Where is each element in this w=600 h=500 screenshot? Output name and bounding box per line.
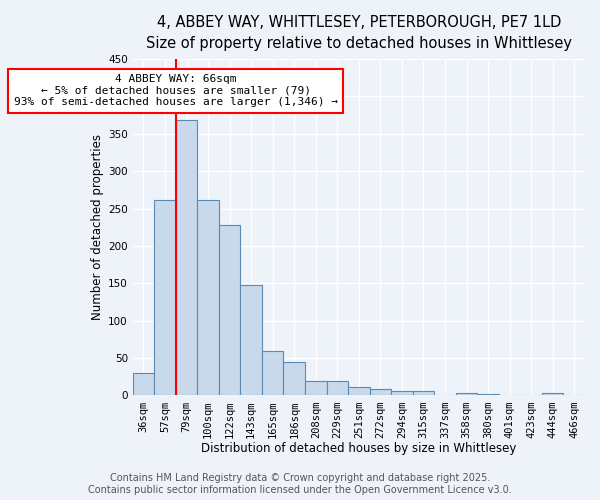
Bar xyxy=(305,382,326,396)
Bar xyxy=(241,285,262,396)
Bar xyxy=(391,391,413,396)
Bar xyxy=(456,393,478,396)
Bar xyxy=(370,390,391,396)
Bar xyxy=(197,200,219,396)
Bar xyxy=(262,350,283,396)
Bar xyxy=(478,394,499,396)
Bar xyxy=(219,225,241,396)
Text: Contains HM Land Registry data © Crown copyright and database right 2025.
Contai: Contains HM Land Registry data © Crown c… xyxy=(88,474,512,495)
Title: 4, ABBEY WAY, WHITTLESEY, PETERBOROUGH, PE7 1LD
Size of property relative to det: 4, ABBEY WAY, WHITTLESEY, PETERBOROUGH, … xyxy=(146,15,572,51)
Bar xyxy=(133,373,154,396)
Text: 4 ABBEY WAY: 66sqm
← 5% of detached houses are smaller (79)
93% of semi-detached: 4 ABBEY WAY: 66sqm ← 5% of detached hous… xyxy=(14,74,338,108)
Bar xyxy=(542,393,563,396)
Bar xyxy=(283,362,305,396)
Bar xyxy=(348,388,370,396)
Bar xyxy=(154,200,176,396)
Bar xyxy=(413,391,434,396)
Y-axis label: Number of detached properties: Number of detached properties xyxy=(91,134,104,320)
Bar xyxy=(176,120,197,396)
X-axis label: Distribution of detached houses by size in Whittlesey: Distribution of detached houses by size … xyxy=(201,442,517,455)
Bar xyxy=(326,382,348,396)
